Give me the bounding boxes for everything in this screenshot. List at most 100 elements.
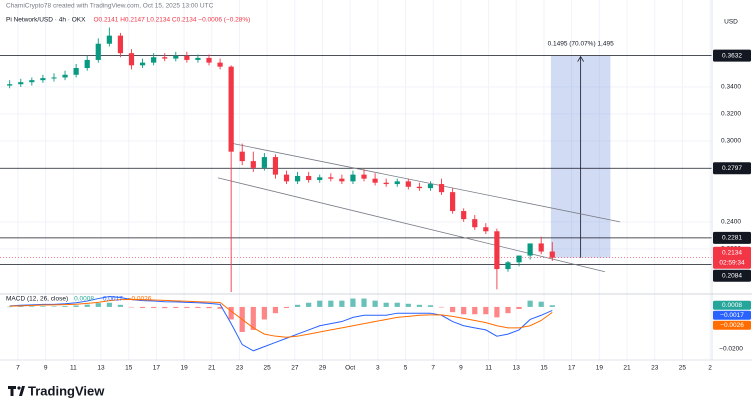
x-tick-label: 23 <box>651 365 659 372</box>
macd-value-box <box>713 300 751 310</box>
macd-value-box <box>713 320 751 330</box>
macd-histogram-bar <box>427 305 434 307</box>
level-box <box>713 269 751 282</box>
candle-body <box>427 184 434 189</box>
macd-histogram-bar <box>549 305 555 307</box>
candle-body <box>317 177 323 181</box>
candle-body <box>95 43 101 60</box>
level-box <box>713 162 751 175</box>
macd-histogram-bar <box>505 306 511 314</box>
macd-histogram-bar <box>228 306 234 320</box>
candle-body <box>372 178 378 183</box>
macd-histogram-bar <box>372 300 378 307</box>
candle-body <box>250 161 256 168</box>
candle-body <box>483 227 489 232</box>
macd-histogram-bar <box>195 306 201 308</box>
macd-header-value: 0.0008 <box>74 296 94 303</box>
candle-body <box>416 186 422 189</box>
candle-body <box>239 151 245 162</box>
candle-body <box>217 62 223 67</box>
macd-y-tick-label: −0.0200 <box>719 345 743 352</box>
candle-body <box>383 182 389 185</box>
candle-body <box>173 55 179 59</box>
candle-body <box>184 55 190 60</box>
x-tick-label: 23 <box>236 365 244 372</box>
macd-histogram-bar <box>272 306 279 314</box>
x-tick-label: 2 <box>708 365 712 372</box>
x-tick-label: 25 <box>679 365 687 372</box>
candle-body <box>139 62 146 66</box>
macd-histogram-bar <box>527 300 533 307</box>
countdown-label: 02:59:34 <box>719 259 745 266</box>
macd-histogram-bar <box>261 306 267 320</box>
macd-header-value: −0.0026 <box>128 296 152 303</box>
x-tick-label: 25 <box>264 365 272 372</box>
logo-dot <box>17 386 21 390</box>
macd-histogram-bar <box>217 306 223 309</box>
macd-histogram-bar <box>350 298 356 307</box>
x-tick-label: 21 <box>623 365 631 372</box>
candle-body <box>62 74 68 78</box>
macd-histogram-bar <box>494 306 500 318</box>
macd-header-value: −0.0017 <box>99 296 123 303</box>
candle-body <box>394 181 400 185</box>
last-price-label: 0.2134 <box>722 249 742 256</box>
macd-histogram-bar <box>328 300 334 307</box>
candle-body <box>228 66 234 152</box>
level-label: 0.2084 <box>722 272 742 279</box>
overlays: 0.1495 (70.07%) 1,495 <box>0 40 712 273</box>
x-tick-label: 13 <box>513 365 521 372</box>
candle-body <box>106 35 112 44</box>
macd-histogram-bar <box>516 306 522 310</box>
macd-histogram-bar <box>151 306 157 308</box>
candle-body <box>29 80 35 83</box>
x-tick-label: 19 <box>596 365 604 372</box>
credit: ChamiCrypto78 created with TradingView.c… <box>6 3 214 10</box>
macd-histogram-bar <box>173 306 179 308</box>
macd-histogram-bar <box>51 306 57 307</box>
macd-histogram-bar <box>438 306 445 308</box>
macd-histogram-bar <box>7 306 13 308</box>
level-label: 0.2281 <box>722 235 742 242</box>
candle-body <box>283 174 290 182</box>
macd-histogram-bar <box>162 306 168 309</box>
logo-mark <box>8 386 25 396</box>
macd-histogram-bar <box>294 304 301 307</box>
brand-logo <box>8 386 25 396</box>
macd-histogram-bar <box>472 306 478 315</box>
candle-body <box>516 255 522 263</box>
x-tick-label: 21 <box>208 365 216 372</box>
macd-histogram-bar <box>62 306 68 307</box>
y-tick-label: 0.3200 <box>721 111 741 118</box>
macd-value-label: −0.0017 <box>720 312 744 319</box>
x-tick-label: 17 <box>568 365 576 372</box>
candle-body <box>405 181 411 187</box>
x-tick-label: 19 <box>180 365 188 372</box>
macd-histogram-bar <box>206 306 212 309</box>
macd-histogram-bar <box>339 300 345 307</box>
candle-body <box>195 57 201 60</box>
candle-body <box>549 251 555 258</box>
x-tick-label: 5 <box>404 365 408 372</box>
macd-histogram-bar <box>250 306 256 330</box>
candle-body <box>294 175 301 182</box>
y-tick-label: 0.2400 <box>721 219 741 226</box>
candle-body <box>51 77 57 79</box>
x-tick-label: 11 <box>485 365 492 372</box>
macd-histogram-bar <box>40 306 46 307</box>
macd-histogram-bar <box>117 304 124 307</box>
macd-macd-line <box>9 295 553 352</box>
axes: 7 9 11 13 15 17 19 21 23 25 27 29 Oct 3 5 7 9 11 13 15 17 19 2… <box>16 49 751 372</box>
candle-body <box>339 178 345 182</box>
trendline <box>229 142 621 223</box>
x-tick-label: 15 <box>540 365 548 372</box>
marks <box>7 27 555 352</box>
macd-histogram-bar <box>95 303 101 307</box>
trendline <box>217 177 605 273</box>
x-tick-label: 11 <box>70 365 77 372</box>
candle-body <box>306 175 312 181</box>
macd-histogram-bar <box>450 306 456 313</box>
x-tick-label: 9 <box>44 365 48 372</box>
currency: USD <box>724 19 738 26</box>
